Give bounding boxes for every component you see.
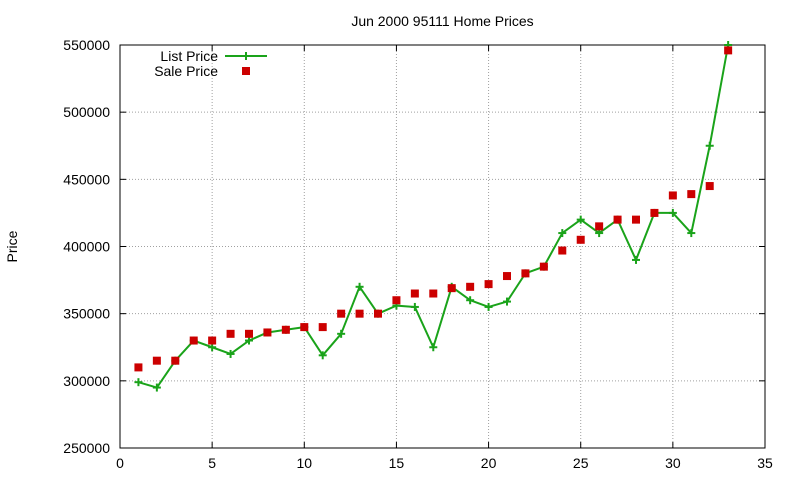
sale-price-point	[152, 356, 161, 365]
list-price-point	[134, 378, 143, 387]
legend-plus-marker	[242, 52, 250, 60]
sale-price-point	[281, 325, 290, 334]
sale-price-point	[410, 289, 419, 298]
x-tick-label: 20	[481, 455, 497, 471]
y-tick-label: 500000	[63, 104, 110, 120]
sale-price-point	[668, 191, 677, 200]
sale-price-point	[318, 323, 327, 332]
sale-price-point	[245, 329, 253, 338]
list-price-point	[466, 296, 475, 305]
y-tick-label: 550000	[63, 37, 110, 53]
x-tick-label: 15	[389, 455, 405, 471]
sale-price-point	[226, 329, 235, 338]
y-tick-label: 350000	[63, 306, 110, 322]
axis-ticks	[119, 44, 766, 449]
series-sale-price	[134, 46, 733, 372]
legend-sample-list-price	[225, 52, 267, 60]
sale-price-point	[595, 222, 604, 231]
x-tick-labels: 0 5 10 15 20 25 30 35	[116, 455, 773, 471]
sale-price-point	[208, 336, 217, 345]
chart-title: Jun 2000 95111 Home Prices	[351, 13, 533, 29]
y-tick-label: 450000	[63, 171, 110, 187]
list-price-point	[687, 229, 696, 238]
list-price-point	[226, 349, 235, 358]
sale-price-point	[539, 262, 548, 271]
legend-label-list-price: List Price	[160, 48, 218, 64]
sale-price-point	[374, 309, 382, 318]
sale-price-point	[337, 309, 346, 318]
list-price-point	[245, 336, 253, 345]
sale-price-point	[484, 280, 493, 289]
list-price-point	[668, 208, 677, 217]
sale-price-point	[632, 215, 640, 224]
list-price-point	[152, 383, 161, 392]
list-price-point	[576, 215, 585, 224]
sale-price-point	[613, 215, 622, 224]
y-axis-title: Price	[4, 230, 20, 262]
sale-price-point	[429, 289, 438, 298]
list-price-point	[429, 343, 438, 352]
grid-lines	[120, 45, 765, 448]
sale-price-point	[263, 328, 272, 337]
sale-price-point	[576, 235, 585, 244]
sale-price-point	[189, 336, 198, 345]
sale-price-point	[558, 246, 567, 255]
list-price-point	[355, 282, 364, 291]
sale-price-point	[355, 309, 364, 318]
y-tick-label: 250000	[63, 440, 110, 456]
sale-price-point	[447, 284, 456, 293]
sale-price-point	[687, 190, 696, 199]
legend-label-sale-price: Sale Price	[154, 63, 218, 79]
sale-price-point	[134, 363, 143, 372]
list-price-point	[484, 302, 493, 311]
sale-price-point	[171, 356, 180, 365]
sale-price-point	[521, 269, 530, 278]
y-tick-label: 400000	[63, 239, 110, 255]
sale-price-point	[724, 46, 733, 55]
list-price-point	[208, 343, 217, 352]
sale-price-point	[466, 282, 475, 291]
sale-price-point	[300, 323, 309, 332]
list-price-point	[558, 229, 567, 238]
list-price-point	[318, 351, 327, 360]
x-tick-label: 35	[757, 455, 773, 471]
x-tick-label: 10	[296, 455, 312, 471]
list-price-point	[503, 297, 511, 306]
y-tick-labels: 250000 300000 350000 400000 450000 500000 5500…	[63, 37, 110, 456]
sale-price-point	[503, 272, 511, 281]
legend-sample-sale-price	[242, 67, 250, 75]
legend: List Price Sale Price	[154, 48, 267, 79]
sale-price-point	[650, 208, 659, 217]
legend-square-marker	[242, 67, 250, 75]
list-price-point	[410, 302, 419, 311]
list-price-point	[705, 141, 714, 150]
sale-price-point	[392, 296, 401, 305]
list-price-point	[337, 329, 346, 338]
sale-price-point	[705, 182, 714, 191]
x-tick-label: 30	[665, 455, 681, 471]
y-tick-label: 300000	[63, 373, 110, 389]
x-tick-label: 5	[208, 455, 216, 471]
x-tick-label: 0	[116, 455, 124, 471]
data-series	[134, 41, 733, 392]
x-tick-label: 25	[573, 455, 589, 471]
list-price-point	[595, 229, 604, 238]
list-price-point	[632, 255, 640, 264]
